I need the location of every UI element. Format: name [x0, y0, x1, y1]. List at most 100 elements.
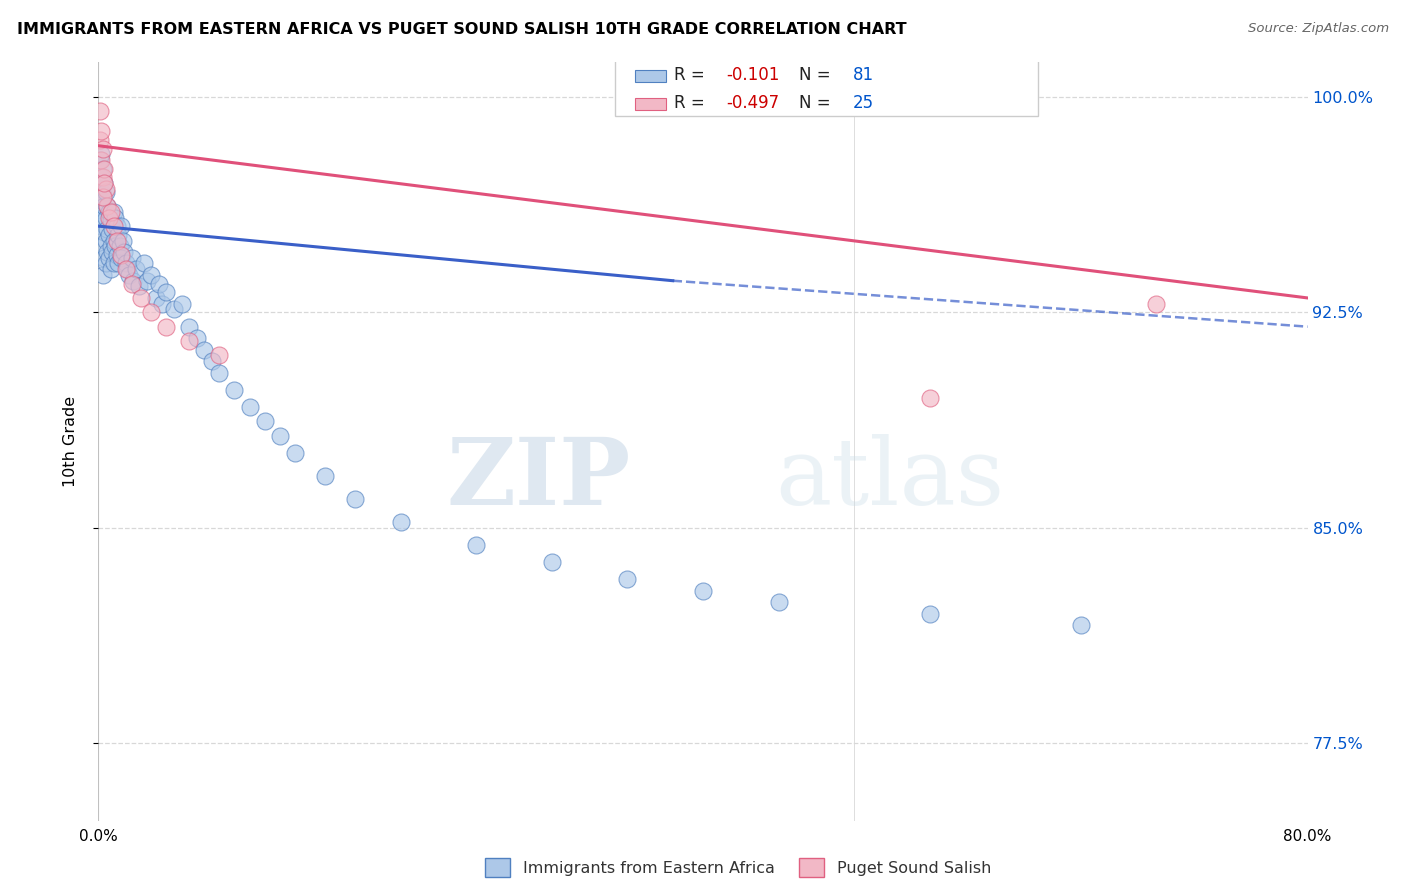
Text: N =: N =	[799, 66, 835, 84]
Point	[105, 219, 128, 234]
Point	[150, 296, 173, 310]
Text: Source: ZipAtlas.com: Source: ZipAtlas.com	[1249, 22, 1389, 36]
Point	[201, 354, 224, 368]
Y-axis label: 10th Grade: 10th Grade	[63, 396, 77, 487]
Point	[103, 219, 125, 234]
Point	[121, 251, 143, 265]
Point	[125, 262, 148, 277]
Point	[141, 305, 163, 319]
Point	[155, 319, 177, 334]
Point	[193, 343, 215, 357]
Point	[314, 469, 336, 483]
Point	[239, 400, 262, 414]
FancyBboxPatch shape	[636, 70, 665, 82]
Point	[100, 262, 122, 277]
Point	[93, 199, 115, 213]
Point	[90, 147, 112, 161]
Point	[208, 366, 231, 380]
Point	[94, 182, 117, 196]
Point	[208, 348, 231, 362]
Text: atlas: atlas	[776, 434, 1005, 524]
Point	[104, 239, 127, 253]
Point	[1144, 296, 1167, 310]
Text: 80.0%: 80.0%	[1284, 830, 1331, 844]
Text: ZIP: ZIP	[446, 434, 630, 524]
Point	[768, 595, 790, 609]
Point	[90, 153, 112, 167]
Point	[692, 583, 714, 598]
Point	[170, 296, 193, 310]
Point	[90, 170, 112, 185]
Point	[91, 142, 114, 156]
Point	[110, 248, 132, 262]
Point	[96, 244, 118, 259]
Text: 0.0%: 0.0%	[79, 830, 118, 844]
Point	[186, 331, 208, 345]
Point	[89, 182, 111, 196]
Point	[253, 414, 276, 428]
Point	[93, 161, 115, 176]
Point	[918, 392, 941, 406]
Point	[90, 194, 112, 208]
Point	[93, 251, 115, 265]
Point	[89, 153, 111, 167]
Point	[103, 256, 125, 270]
Point	[540, 555, 562, 569]
Point	[163, 302, 186, 317]
Point	[129, 291, 152, 305]
Point	[389, 515, 412, 529]
Point	[100, 213, 122, 227]
Point	[94, 185, 117, 199]
Point	[155, 285, 177, 300]
Point	[91, 161, 114, 176]
Point	[94, 256, 117, 270]
Point	[344, 491, 367, 506]
Point	[114, 262, 136, 277]
Point	[91, 187, 114, 202]
Point	[91, 211, 114, 225]
Point	[616, 573, 638, 587]
Point	[122, 274, 145, 288]
Point	[103, 204, 125, 219]
Point	[148, 277, 170, 291]
Point	[100, 204, 122, 219]
Point	[91, 190, 114, 204]
Point	[118, 268, 141, 282]
Point	[98, 211, 121, 225]
FancyBboxPatch shape	[636, 98, 665, 111]
Point	[179, 319, 201, 334]
Point	[89, 133, 111, 147]
Point	[121, 277, 143, 291]
Point	[111, 234, 134, 248]
Point	[105, 248, 128, 262]
Point	[89, 104, 111, 119]
Text: N =: N =	[799, 94, 835, 112]
Point	[96, 199, 118, 213]
Point	[101, 222, 124, 236]
FancyBboxPatch shape	[614, 59, 1038, 115]
Point	[94, 234, 117, 248]
Point	[110, 219, 132, 234]
Point	[104, 211, 127, 225]
Point	[91, 268, 114, 282]
Point	[108, 239, 131, 253]
Point	[90, 124, 112, 138]
Text: 81: 81	[853, 66, 875, 84]
Text: -0.101: -0.101	[725, 66, 779, 84]
Text: R =: R =	[673, 94, 710, 112]
Point	[115, 262, 138, 277]
Text: -0.497: -0.497	[725, 94, 779, 112]
Text: IMMIGRANTS FROM EASTERN AFRICA VS PUGET SOUND SALISH 10TH GRADE CORRELATION CHAR: IMMIGRANTS FROM EASTERN AFRICA VS PUGET …	[17, 22, 907, 37]
Point	[135, 274, 157, 288]
Point	[107, 256, 129, 270]
Point	[98, 227, 121, 242]
Point	[103, 234, 125, 248]
Point	[100, 239, 122, 253]
Point	[94, 211, 117, 225]
Point	[224, 383, 246, 397]
Point	[101, 244, 124, 259]
Point	[114, 256, 136, 270]
Text: 25: 25	[853, 94, 875, 112]
Point	[93, 176, 115, 190]
Point	[93, 225, 115, 239]
